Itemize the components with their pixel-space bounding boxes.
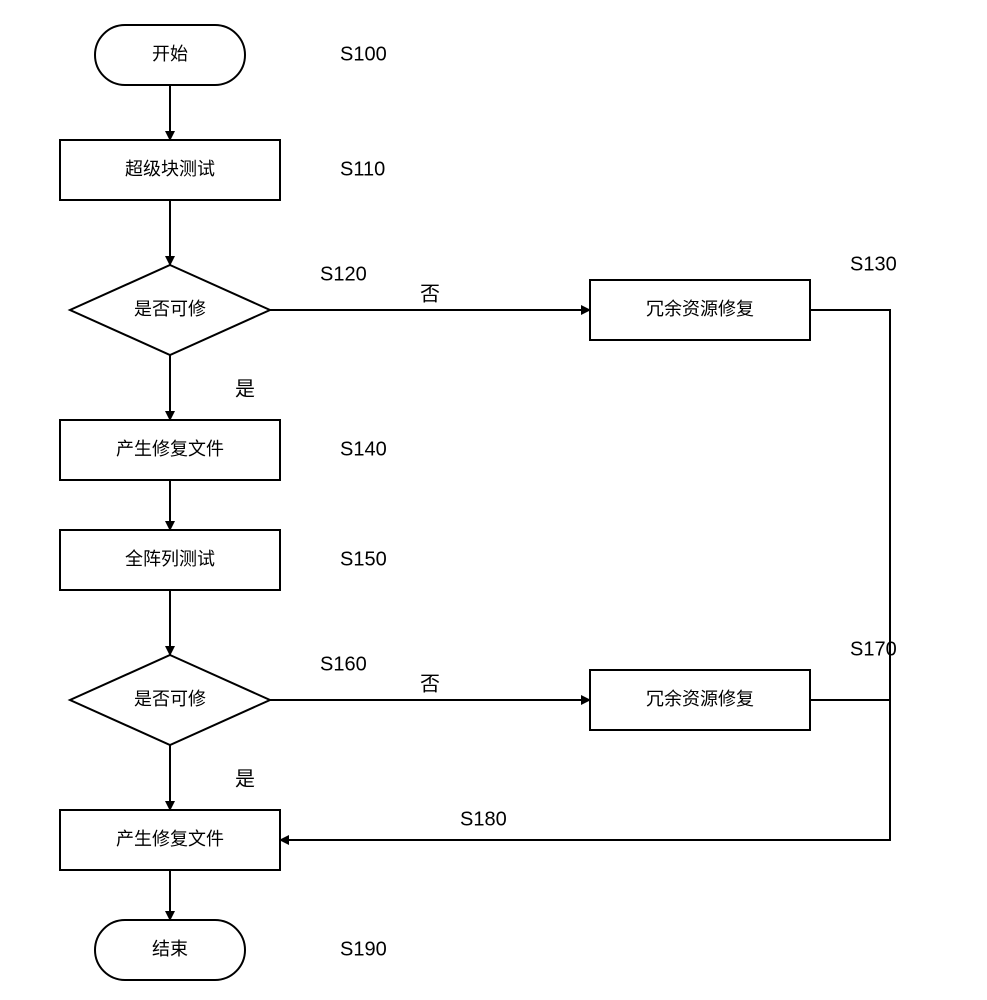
step-label: S190 (340, 938, 387, 960)
node-label: 冗余资源修复 (646, 299, 754, 319)
step-label: S170 (850, 638, 897, 660)
flowchart-diagram: 开始超级块测试是否可修冗余资源修复产生修复文件全阵列测试是否可修冗余资源修复产生… (0, 0, 987, 1000)
node-label: 是否可修 (134, 299, 206, 319)
branch-label: 否 (420, 673, 440, 695)
branch-label: 是 (235, 768, 255, 790)
step-label: S100 (340, 43, 387, 65)
step-label: S110 (340, 158, 385, 180)
node-label: 冗余资源修复 (646, 689, 754, 709)
step-label: S150 (340, 548, 387, 570)
node-label: 开始 (152, 44, 188, 64)
step-label: S130 (850, 253, 897, 275)
step-label: S160 (320, 653, 367, 675)
flow-edge (280, 310, 890, 840)
branch-label: 否 (420, 283, 440, 305)
step-label: S140 (340, 438, 387, 460)
node-label: 全阵列测试 (125, 549, 215, 569)
node-label: 结束 (152, 939, 188, 959)
node-label: 是否可修 (134, 689, 206, 709)
node-label: 产生修复文件 (116, 829, 224, 849)
step-label: S180 (460, 808, 507, 830)
branch-label: 是 (235, 378, 255, 400)
step-label: S120 (320, 263, 367, 285)
node-label: 产生修复文件 (116, 439, 224, 459)
node-label: 超级块测试 (125, 159, 215, 179)
